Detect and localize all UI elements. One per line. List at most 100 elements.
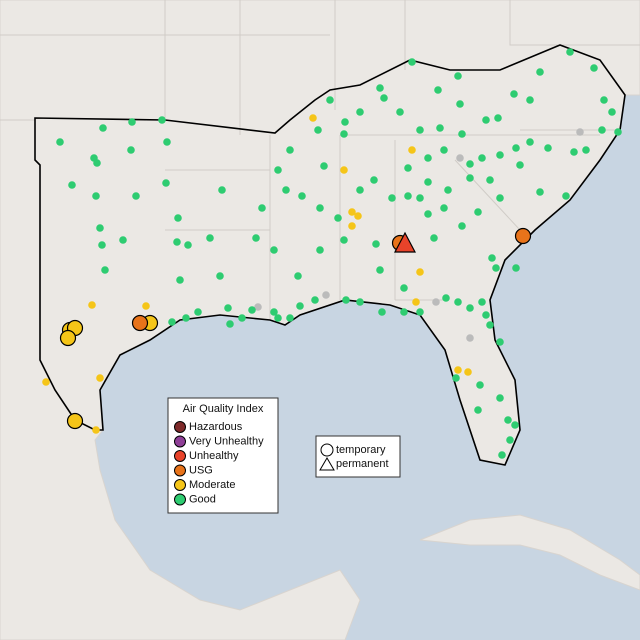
monitor-dot xyxy=(238,314,246,322)
monitor-dot xyxy=(168,318,176,326)
monitor-dot xyxy=(173,238,181,246)
monitor-dot xyxy=(430,234,438,242)
monitor-dot xyxy=(478,154,486,162)
cuba xyxy=(419,514,640,591)
monitor-dot xyxy=(311,296,319,304)
monitor-dot xyxy=(326,96,334,104)
monitor-dot xyxy=(158,116,166,124)
monitor-dot xyxy=(590,64,598,72)
monitor-marker xyxy=(131,314,149,332)
monitor-dot xyxy=(340,166,348,174)
monitor-dot xyxy=(456,100,464,108)
monitor-dot xyxy=(270,308,278,316)
monitor-dot xyxy=(510,90,518,98)
monitor-dot xyxy=(474,208,482,216)
monitor-dot xyxy=(92,192,100,200)
monitor-dot xyxy=(88,301,96,309)
legend-swatch xyxy=(174,421,186,433)
legend-title: Air Quality Index xyxy=(183,403,264,415)
monitor-dot xyxy=(512,264,520,272)
monitor-triangle xyxy=(394,231,416,253)
legend-swatch xyxy=(174,464,186,477)
monitor-dot xyxy=(322,291,330,299)
monitor-dot xyxy=(96,374,104,382)
monitor-dot xyxy=(218,186,226,194)
monitor-dot xyxy=(378,308,386,316)
monitor-dot xyxy=(600,96,608,104)
monitors xyxy=(42,48,622,459)
monitor-dot xyxy=(512,144,520,152)
monitor-dot xyxy=(436,124,444,132)
monitor-dot xyxy=(494,114,502,122)
monitor-dot xyxy=(101,266,109,274)
monitor-dot xyxy=(408,146,416,154)
monitor-dot xyxy=(274,166,282,174)
monitor-dot xyxy=(206,234,214,242)
monitor-dot xyxy=(380,94,388,102)
shape-legend-label: permanent xyxy=(336,458,389,470)
monitor-dot xyxy=(416,126,424,134)
monitor-dot xyxy=(388,194,396,202)
monitor-dot xyxy=(536,68,544,76)
monitor-dot xyxy=(258,204,266,212)
monitor-dot xyxy=(127,146,135,154)
monitor-dot xyxy=(98,241,106,249)
monitor-dot xyxy=(476,381,484,389)
monitor-dot xyxy=(486,176,494,184)
monitor-dot xyxy=(174,214,182,222)
aqi-legend: Air Quality Index Hazardous Very Unhealth… xyxy=(167,397,279,514)
monitor-dot xyxy=(316,204,324,212)
monitor-dot xyxy=(56,138,64,146)
monitor-marker xyxy=(66,412,84,430)
monitor-dot xyxy=(274,314,282,322)
monitor-dot xyxy=(42,378,50,386)
monitor-dot xyxy=(506,436,514,444)
legend-swatch xyxy=(174,435,186,448)
monitor-dot xyxy=(440,146,448,154)
legend-swatch xyxy=(174,493,186,506)
monitor-dot xyxy=(270,246,278,254)
monitor-dot xyxy=(442,294,450,302)
monitor-dot xyxy=(434,86,442,94)
monitor-dot xyxy=(184,241,192,249)
monitor-dot xyxy=(454,298,462,306)
monitor-dot xyxy=(536,188,544,196)
monitor-dot xyxy=(416,268,424,276)
monitor-dot xyxy=(142,302,150,310)
monitor-dot xyxy=(516,161,524,169)
monitor-dot xyxy=(376,84,384,92)
legend-label: USG xyxy=(189,464,213,476)
monitor-dot xyxy=(452,374,460,382)
monitor-dot xyxy=(511,421,519,429)
monitor-dot xyxy=(298,192,306,200)
monitor-dot xyxy=(340,130,348,138)
monitor-dot xyxy=(454,72,462,80)
legend-label: Very Unhealthy xyxy=(189,435,264,447)
monitor-dot xyxy=(444,186,452,194)
monitor-dot xyxy=(478,298,486,306)
monitor-dot xyxy=(92,426,100,434)
shape-legend-box xyxy=(315,435,401,478)
monitor-dot xyxy=(424,154,432,162)
monitor-dot xyxy=(404,192,412,200)
legend-swatch xyxy=(174,479,186,491)
monitor-dot xyxy=(340,236,348,244)
monitor-dot xyxy=(294,272,302,280)
monitor-dot xyxy=(128,118,136,126)
monitor-dot xyxy=(466,174,474,182)
monitor-dot xyxy=(356,108,364,116)
legend-swatch xyxy=(174,450,186,462)
monitor-dot xyxy=(598,126,606,134)
monitor-dot xyxy=(416,194,424,202)
monitor-dot xyxy=(342,296,350,304)
monitor-dot xyxy=(248,306,256,314)
monitor-dot xyxy=(416,308,424,316)
monitor-marker xyxy=(514,227,532,245)
legend-label: Good xyxy=(189,493,216,505)
monitor-dot xyxy=(348,222,356,230)
monitor-dot xyxy=(348,208,356,216)
monitor-dot xyxy=(182,314,190,322)
monitor-dot xyxy=(488,254,496,262)
monitor-dot xyxy=(132,192,140,200)
monitor-dot xyxy=(466,160,474,168)
